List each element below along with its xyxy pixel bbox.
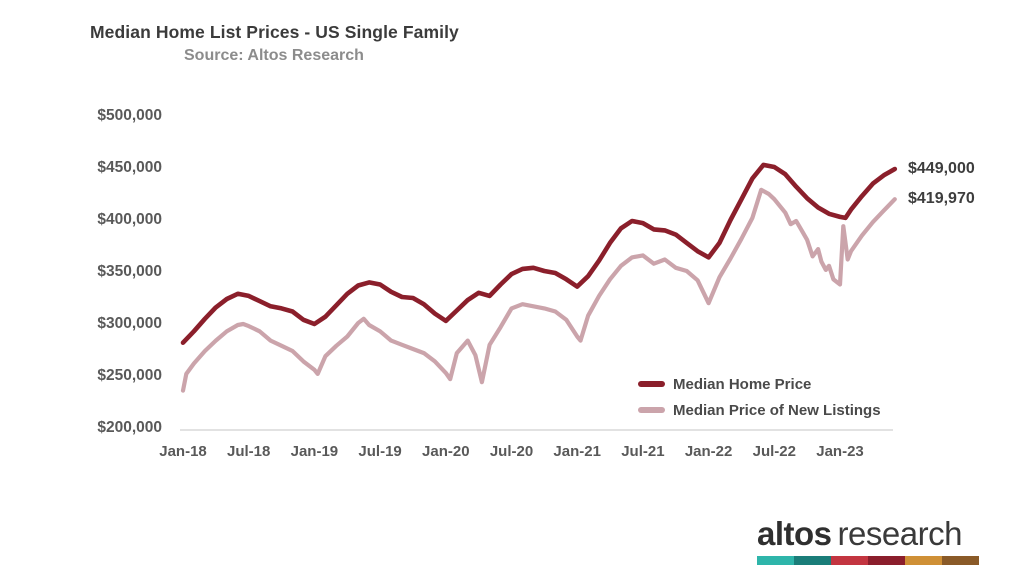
median-price-new-listings-line bbox=[180, 187, 897, 393]
x-tick-label: Jan-23 bbox=[816, 443, 864, 460]
y-tick-label: $350,000 bbox=[97, 263, 162, 280]
logo-word-research: research bbox=[837, 515, 963, 552]
y-tick-label: $400,000 bbox=[97, 211, 162, 228]
logo-bar-segment bbox=[905, 556, 942, 565]
x-tick-label: Jul-20 bbox=[489, 443, 534, 460]
x-tick-label: Jul-22 bbox=[752, 443, 796, 460]
x-tick-label: Jan-22 bbox=[684, 443, 733, 460]
logo-color-bar bbox=[757, 556, 979, 565]
altos-research-logo: altos research bbox=[757, 516, 979, 565]
end-label-new-listings: $419,970 bbox=[908, 190, 975, 208]
x-tick-label: Jan-19 bbox=[290, 443, 339, 460]
logo-bar-segment bbox=[868, 556, 905, 565]
median-home-price-line bbox=[180, 162, 898, 346]
logo-word-altos: altos bbox=[757, 515, 832, 552]
chart-subtitle: Source: Altos Research bbox=[184, 47, 364, 64]
x-tick-label: Jan-20 bbox=[422, 443, 470, 460]
logo-bar-segment bbox=[831, 556, 868, 565]
legend-item-median-home-price: Median Home Price bbox=[638, 375, 812, 393]
legend-item-new-listings: Median Price of New Listings bbox=[638, 401, 881, 419]
x-tick-label: Jan-18 bbox=[159, 443, 207, 460]
y-tick-label: $200,000 bbox=[97, 419, 162, 436]
legend-label: Median Price of New Listings bbox=[673, 401, 881, 419]
end-label-median-home-price: $449,000 bbox=[908, 160, 975, 178]
x-tick-label: Jul-21 bbox=[621, 443, 665, 460]
legend-swatch-median-home-price bbox=[638, 381, 665, 387]
legend-swatch-new-listings bbox=[638, 407, 665, 413]
y-tick-label: $250,000 bbox=[97, 367, 162, 384]
legend-label: Median Home Price bbox=[673, 375, 812, 393]
y-tick-label: $500,000 bbox=[97, 107, 162, 124]
logo-wordmark: altos research bbox=[757, 516, 979, 552]
x-tick-label: Jul-19 bbox=[358, 443, 402, 460]
logo-bar-segment bbox=[757, 556, 794, 565]
y-tick-label: $300,000 bbox=[97, 315, 162, 332]
logo-bar-segment bbox=[794, 556, 831, 565]
x-tick-label: Jan-21 bbox=[553, 443, 601, 460]
x-tick-label: Jul-18 bbox=[227, 443, 271, 460]
logo-bar-segment bbox=[942, 556, 979, 565]
chart-title: Median Home List Prices - US Single Fami… bbox=[90, 22, 459, 42]
y-tick-label: $450,000 bbox=[97, 159, 162, 176]
